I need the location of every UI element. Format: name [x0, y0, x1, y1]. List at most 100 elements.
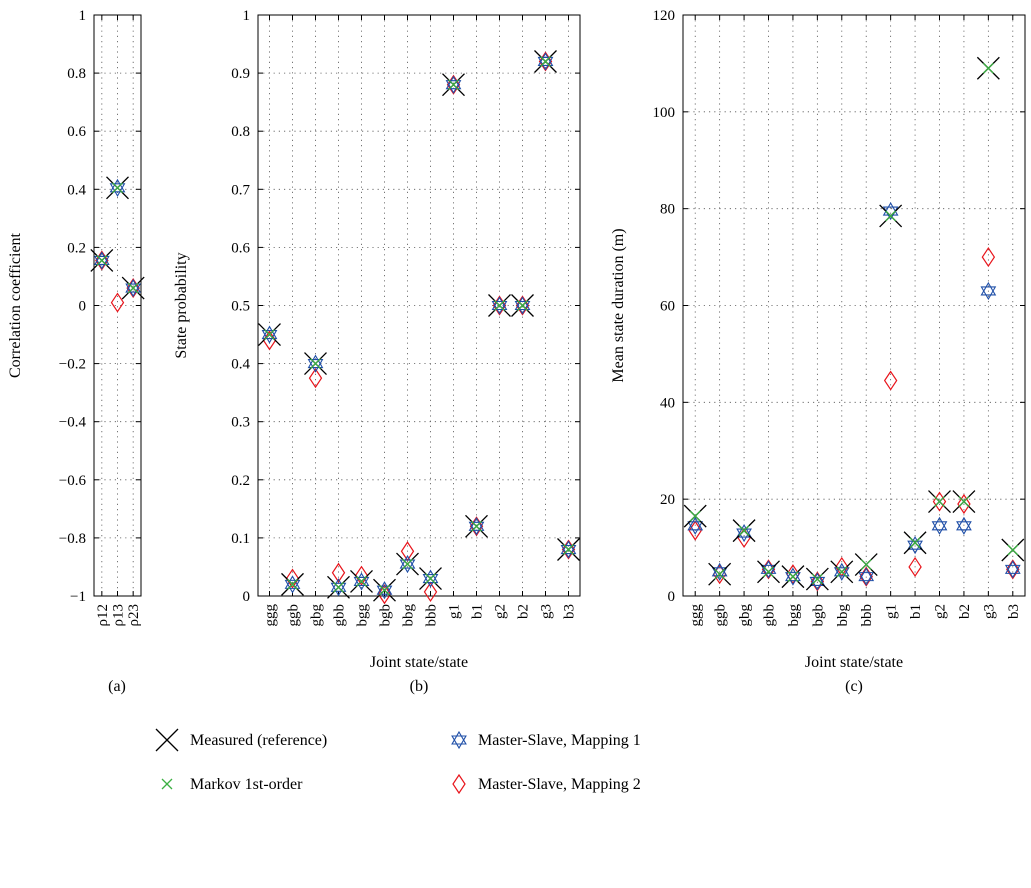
data-point-ms1 [785, 567, 801, 586]
data-point-markov [934, 496, 945, 508]
data-point-markov [1007, 544, 1019, 556]
legend-label: Measured (reference) [190, 732, 327, 749]
data-point-ms2 [786, 564, 800, 585]
data-point-ms2 [423, 581, 438, 603]
data-point-markov [333, 581, 344, 593]
data-point-ms1 [809, 572, 826, 591]
y-tick-label: 40 [660, 395, 675, 411]
data-point-ms2 [883, 370, 898, 391]
data-point-markov [714, 568, 726, 580]
data-point-ms1 [711, 562, 728, 581]
data-point-markov [540, 56, 551, 67]
legend-item-markov: Markov 1st-order [161, 776, 303, 793]
data-point-markov-shape [425, 573, 436, 585]
data-point-ms2 [354, 565, 369, 586]
data-point-ms1-shape [399, 554, 416, 574]
data-point-markov-shape [763, 566, 774, 578]
data-point-ms1-shape [537, 52, 554, 71]
data-point-ms2 [957, 493, 971, 515]
y-tick-label: 20 [660, 492, 675, 508]
data-point-markov [860, 559, 872, 570]
data-point-ms1-shape [514, 296, 531, 315]
data-point-ms2-shape [354, 565, 369, 586]
y-tick-label: 0.8 [67, 66, 86, 82]
y-tick-label: 1 [243, 8, 251, 24]
data-point-ms1 [931, 516, 948, 535]
data-point-markov [958, 496, 970, 508]
data-point-markov [287, 578, 298, 590]
legend-marker-ms2-shape [452, 773, 466, 795]
data-point-ms1-shape [376, 581, 393, 600]
data-point-ms1-shape [711, 562, 728, 581]
legend-item-ms1: Master-Slave, Mapping 1 [451, 730, 641, 750]
data-point-ms2-shape [110, 292, 125, 313]
panel-label: (c) [845, 678, 863, 695]
data-point-ms1-shape [284, 575, 301, 594]
data-point-ms1-shape [809, 572, 826, 591]
data-point-ms1 [514, 296, 531, 315]
x-tick-label: g2 [933, 604, 949, 619]
data-point-markov [425, 573, 436, 585]
y-tick-label: 0.2 [231, 473, 250, 489]
plot-frame [257, 14, 581, 597]
x-tick-label: bgg [355, 604, 371, 627]
panel-label: (b) [410, 678, 429, 695]
x-tick-label: b1 [470, 604, 486, 619]
y-tick-label: 0.4 [67, 182, 86, 198]
data-point-markov-shape [112, 182, 123, 194]
x-tick-label: g2 [493, 604, 509, 619]
data-point-ms2-shape [285, 568, 300, 589]
y-tick-label: 0 [668, 589, 676, 605]
data-point-ms1 [468, 517, 485, 536]
x-tick-label: b2 [516, 604, 532, 619]
data-point-ms1 [445, 75, 462, 94]
data-point-markov [448, 79, 459, 91]
data-point-ms2 [308, 368, 323, 389]
data-point-markov [982, 62, 994, 74]
y-tick-label: 0.6 [67, 124, 86, 140]
data-point-markov-shape [860, 559, 872, 570]
data-point-ms1 [93, 251, 110, 270]
x-axis-label: Joint state/state [805, 654, 903, 671]
plot-frame [93, 14, 142, 597]
y-tick-label: 1 [79, 8, 87, 24]
data-point-markov-shape [958, 496, 970, 508]
y-tick-label: 0.8 [231, 124, 250, 140]
y-tick-label: 0.7 [231, 182, 250, 198]
data-point-ms1 [736, 523, 752, 543]
data-point-markov-shape [885, 210, 897, 222]
x-tick-label: gbg [737, 604, 753, 627]
data-point-markov-shape [127, 282, 139, 294]
x-tick-label: g1 [884, 604, 900, 619]
data-point-ms1-shape [907, 536, 923, 555]
data-point-ms1 [980, 281, 997, 301]
data-point-ms1-shape [93, 251, 110, 270]
y-tick-label: 0.5 [231, 299, 250, 315]
legend-marker-markov [161, 778, 173, 790]
data-point-ms2-shape [786, 564, 800, 585]
legend-marker-ms1 [451, 730, 467, 750]
data-point-markov-shape [494, 300, 505, 311]
x-tick-label: gbb [762, 604, 778, 627]
x-tick-label: ggb [286, 604, 302, 627]
data-point-ms2 [285, 568, 300, 589]
legend-marker-ms2 [452, 773, 466, 795]
x-tick-label: bgg [786, 604, 802, 627]
data-point-markov [563, 544, 574, 555]
data-point-ms1 [422, 569, 439, 588]
y-tick-label: −0.4 [59, 415, 87, 431]
legend-label: Markov 1st-order [190, 776, 303, 793]
data-point-markov-shape [264, 329, 275, 341]
legend: Measured (reference) Markov 1st-order Mast… [155, 728, 641, 795]
data-point-markov-shape [448, 79, 459, 91]
data-point-markov [471, 520, 482, 532]
data-point-markov-shape [836, 566, 848, 578]
x-tick-label: ggg [688, 604, 704, 627]
data-point-ms1-shape [980, 281, 997, 301]
panel-a: −1 −0.8 −0.6 −0.4 −0.2 0 0.2 0.4 0.6 0.8 1 ρ12 ρ13 ρ2… [7, 8, 145, 695]
data-point-ms1 [858, 567, 875, 586]
legend-marker-markov-shape [161, 778, 173, 790]
data-point-markov-shape [402, 558, 413, 570]
data-point-ms2 [981, 247, 996, 268]
y-axis-label: Mean state duration (m) [610, 228, 627, 382]
